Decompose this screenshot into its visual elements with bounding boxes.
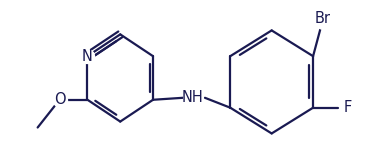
Text: N: N (82, 49, 93, 64)
Text: NH: NH (182, 90, 204, 105)
Text: F: F (344, 100, 352, 115)
Text: Br: Br (315, 11, 331, 26)
Text: O: O (54, 92, 65, 107)
